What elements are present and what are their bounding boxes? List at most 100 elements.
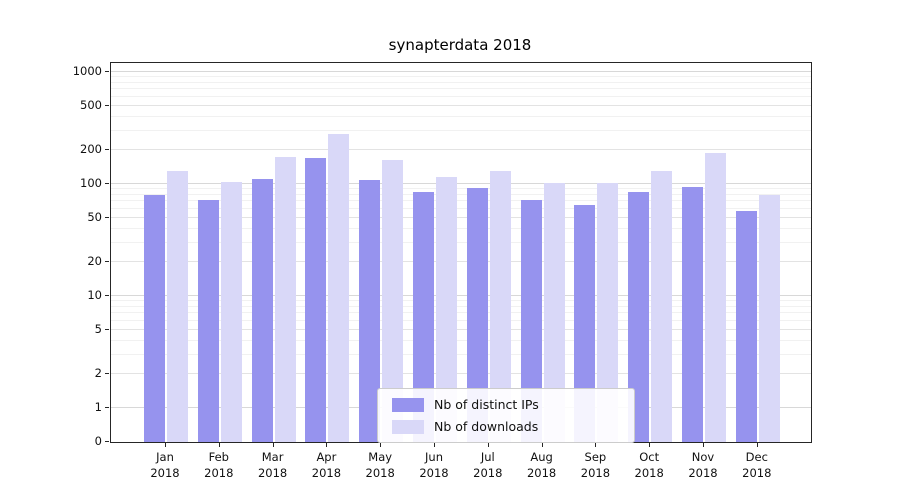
ytick-mark-100 [105, 183, 109, 184]
bar-distinct-ips-feb [197, 199, 219, 442]
ytick-label-0: 0 [94, 434, 102, 448]
xtick-label-dec: Dec 2018 [742, 450, 772, 480]
bar-downloads-oct [651, 171, 673, 442]
bar-downloads-feb [220, 181, 242, 442]
bar-distinct-ips-jan [144, 194, 165, 442]
legend-entry-distinct-ips: Nb of distinct IPs [392, 397, 620, 412]
xtick-mark-feb [218, 443, 220, 447]
bar-distinct-ips-mar [251, 179, 273, 442]
xtick-label-oct: Oct 2018 [634, 450, 664, 480]
xtick-label-mar: Mar 2018 [257, 450, 288, 480]
plot-area: Nb of distinct IPs Nb of downloads [110, 62, 812, 443]
ytick-label-500: 500 [80, 97, 102, 112]
xtick-label-feb: Feb 2018 [204, 450, 234, 480]
bar-distinct-ips-jun [413, 191, 434, 442]
bar-downloads-jul [489, 170, 511, 442]
gridline-20 [111, 261, 811, 263]
legend: Nb of distinct IPs Nb of downloads [377, 388, 635, 443]
ytick-mark-1000 [105, 71, 109, 72]
ytick-label-200: 200 [80, 142, 102, 157]
bar-distinct-ips-sep [574, 204, 596, 442]
bar-downloads-apr [328, 133, 350, 442]
gridline-80 [111, 193, 811, 195]
ytick-label-100: 100 [80, 176, 102, 190]
xtick-label-nov: Nov 2018 [688, 450, 718, 480]
legend-swatch-distinct-ips [392, 397, 424, 412]
bar-downloads-jan [167, 171, 188, 442]
gridline-50 [111, 216, 811, 218]
ytick-mark-5 [105, 328, 109, 330]
xtick-label-apr: Apr 2018 [311, 450, 342, 480]
xtick-label-may: May 2018 [365, 450, 395, 480]
xtick-mark-jan [165, 443, 166, 447]
ytick-mark-1 [105, 407, 109, 408]
bar-distinct-ips-oct [628, 191, 650, 442]
bar-downloads-aug [543, 183, 565, 442]
chart-title: synapterdata 2018 [388, 36, 532, 54]
legend-swatch-downloads [392, 419, 424, 434]
xtick-mark-aug [541, 443, 543, 447]
ytick-label-50: 50 [87, 209, 102, 224]
gridline-800 [111, 81, 811, 83]
ytick-mark-0 [105, 441, 109, 442]
ytick-mark-500 [105, 104, 109, 106]
bar-downloads-sep [597, 182, 619, 442]
bar-downloads-mar [274, 156, 296, 442]
xtick-label-aug: Aug 2018 [526, 450, 557, 480]
bar-distinct-ips-nov [682, 186, 703, 442]
legend-entry-downloads: Nb of downloads [392, 419, 620, 434]
gridline-60 [111, 207, 811, 209]
gridline-9 [111, 300, 811, 302]
ytick-label-20: 20 [87, 254, 102, 269]
gridline-4 [111, 339, 811, 341]
ytick-mark-50 [105, 216, 109, 218]
gridline-1000 [111, 71, 811, 72]
bar-downloads-dec [758, 194, 780, 442]
gridline-400 [111, 115, 811, 117]
bar-distinct-ips-aug [520, 199, 542, 442]
bar-downloads-may [382, 159, 404, 442]
legend-label-distinct-ips: Nb of distinct IPs [434, 397, 539, 412]
xtick-label-jan: Jan 2018 [150, 450, 180, 480]
gridline-7 [111, 312, 811, 314]
ytick-label-2: 2 [94, 366, 102, 381]
gridline-40 [111, 227, 811, 229]
bar-distinct-ips-apr [305, 158, 327, 442]
xtick-mark-sep [595, 443, 597, 447]
ytick-label-5: 5 [94, 321, 102, 336]
xtick-label-jun: Jun 2018 [419, 450, 449, 480]
ytick-mark-20 [105, 261, 109, 263]
gridline-2 [111, 373, 811, 375]
bar-distinct-ips-jul [466, 188, 488, 442]
bar-downloads-nov [705, 152, 726, 442]
gridline-3 [111, 353, 811, 355]
ytick-mark-2 [105, 373, 109, 375]
gridline-70 [111, 200, 811, 202]
legend-label-downloads: Nb of downloads [434, 419, 539, 434]
gridline-300 [111, 129, 811, 131]
ytick-mark-10 [105, 295, 109, 296]
bar-distinct-ips-may [359, 180, 381, 442]
xtick-mark-dec [756, 443, 758, 447]
gridline-30 [111, 241, 811, 243]
gridline-700 [111, 88, 811, 90]
gridline-90 [111, 188, 811, 190]
xtick-mark-may [380, 443, 382, 447]
gridline-6 [111, 319, 811, 321]
xtick-mark-nov [703, 443, 704, 447]
ytick-label-1: 1 [94, 400, 102, 414]
ytick-label-10: 10 [87, 288, 102, 302]
gridline-900 [111, 76, 811, 78]
gridline-10 [111, 295, 811, 296]
bar-downloads-jun [436, 177, 457, 442]
xtick-label-jul: Jul 2018 [473, 450, 503, 480]
bar-distinct-ips-dec [735, 211, 757, 442]
gridline-600 [111, 95, 811, 97]
gridline-8 [111, 305, 811, 307]
xtick-mark-mar [272, 443, 274, 447]
gridline-200 [111, 149, 811, 151]
xtick-mark-oct [649, 443, 651, 447]
ytick-mark-200 [105, 149, 109, 151]
xtick-mark-apr [326, 443, 328, 447]
